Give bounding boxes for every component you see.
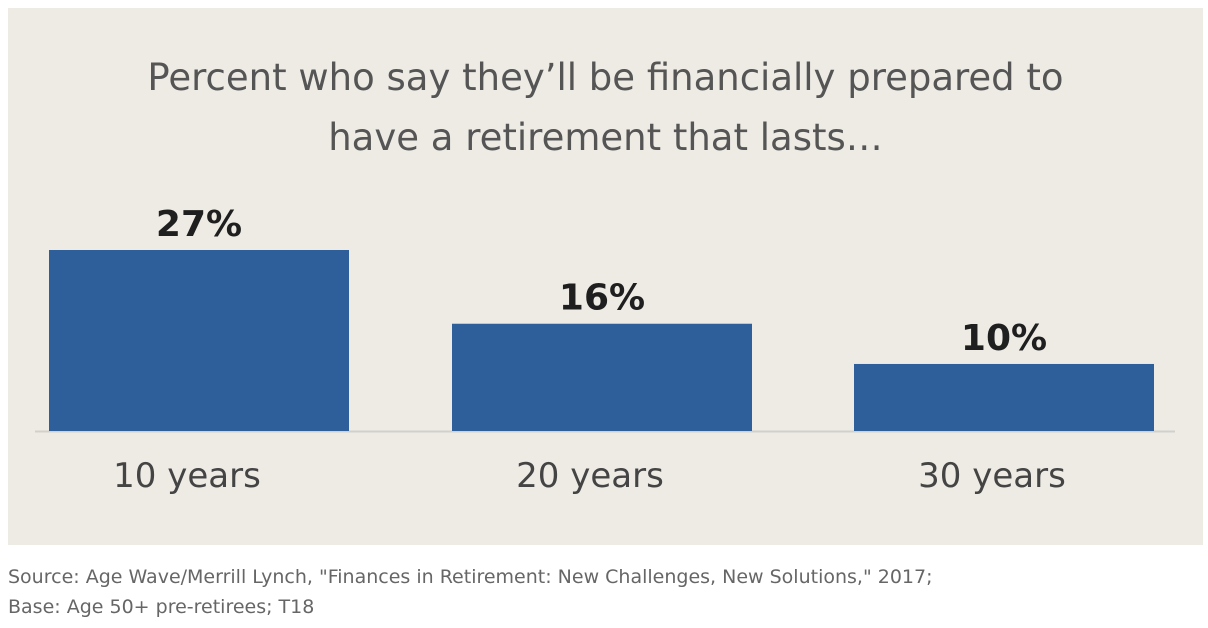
value-label: 16% bbox=[559, 278, 645, 319]
chart-title-line-2: have a retirement that lasts… bbox=[328, 116, 883, 159]
category-label: 10 years bbox=[113, 456, 261, 496]
source-line-2: Base: Age 50+ pre-retirees; T18 bbox=[8, 596, 315, 618]
chart-title-line-1: Percent who say they’ll be financially p… bbox=[147, 56, 1064, 99]
category-label: 30 years bbox=[918, 456, 1066, 496]
value-label: 27% bbox=[156, 204, 242, 245]
source-line-1: Source: Age Wave/Merrill Lynch, "Finance… bbox=[8, 566, 933, 588]
source-note: Source: Age Wave/Merrill Lynch, "Finance… bbox=[8, 562, 1198, 622]
category-label: 20 years bbox=[516, 456, 664, 496]
value-label: 10% bbox=[961, 318, 1047, 359]
bar-30-years bbox=[854, 363, 1154, 431]
chart-title: Percent who say they’ll be financially p… bbox=[8, 48, 1203, 168]
bar-10-years bbox=[49, 250, 349, 431]
bar-20-years bbox=[452, 323, 752, 431]
